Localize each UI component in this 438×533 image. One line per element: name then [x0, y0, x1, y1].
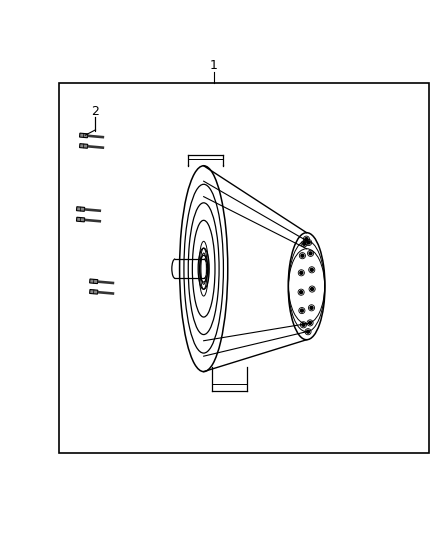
Circle shape	[300, 309, 304, 313]
FancyBboxPatch shape	[77, 217, 85, 222]
Circle shape	[309, 305, 314, 310]
Text: 2: 2	[92, 104, 99, 117]
Circle shape	[301, 322, 306, 327]
FancyBboxPatch shape	[90, 289, 98, 294]
Circle shape	[310, 287, 314, 291]
Circle shape	[310, 268, 314, 272]
Bar	[59, 83, 429, 453]
Circle shape	[307, 240, 311, 245]
Circle shape	[302, 241, 307, 246]
FancyBboxPatch shape	[77, 207, 85, 212]
Bar	[88, 145, 104, 149]
Circle shape	[304, 237, 309, 241]
Circle shape	[299, 290, 304, 294]
FancyBboxPatch shape	[80, 144, 88, 148]
Text: 1: 1	[210, 59, 218, 72]
Bar	[88, 134, 104, 139]
Circle shape	[299, 271, 304, 275]
Bar	[98, 291, 114, 295]
Bar	[85, 219, 101, 223]
Circle shape	[308, 321, 312, 325]
Circle shape	[306, 329, 310, 334]
Bar	[85, 208, 101, 212]
FancyBboxPatch shape	[80, 133, 88, 138]
FancyBboxPatch shape	[90, 279, 98, 284]
Circle shape	[300, 254, 304, 258]
Bar	[98, 280, 114, 285]
Circle shape	[308, 251, 313, 255]
